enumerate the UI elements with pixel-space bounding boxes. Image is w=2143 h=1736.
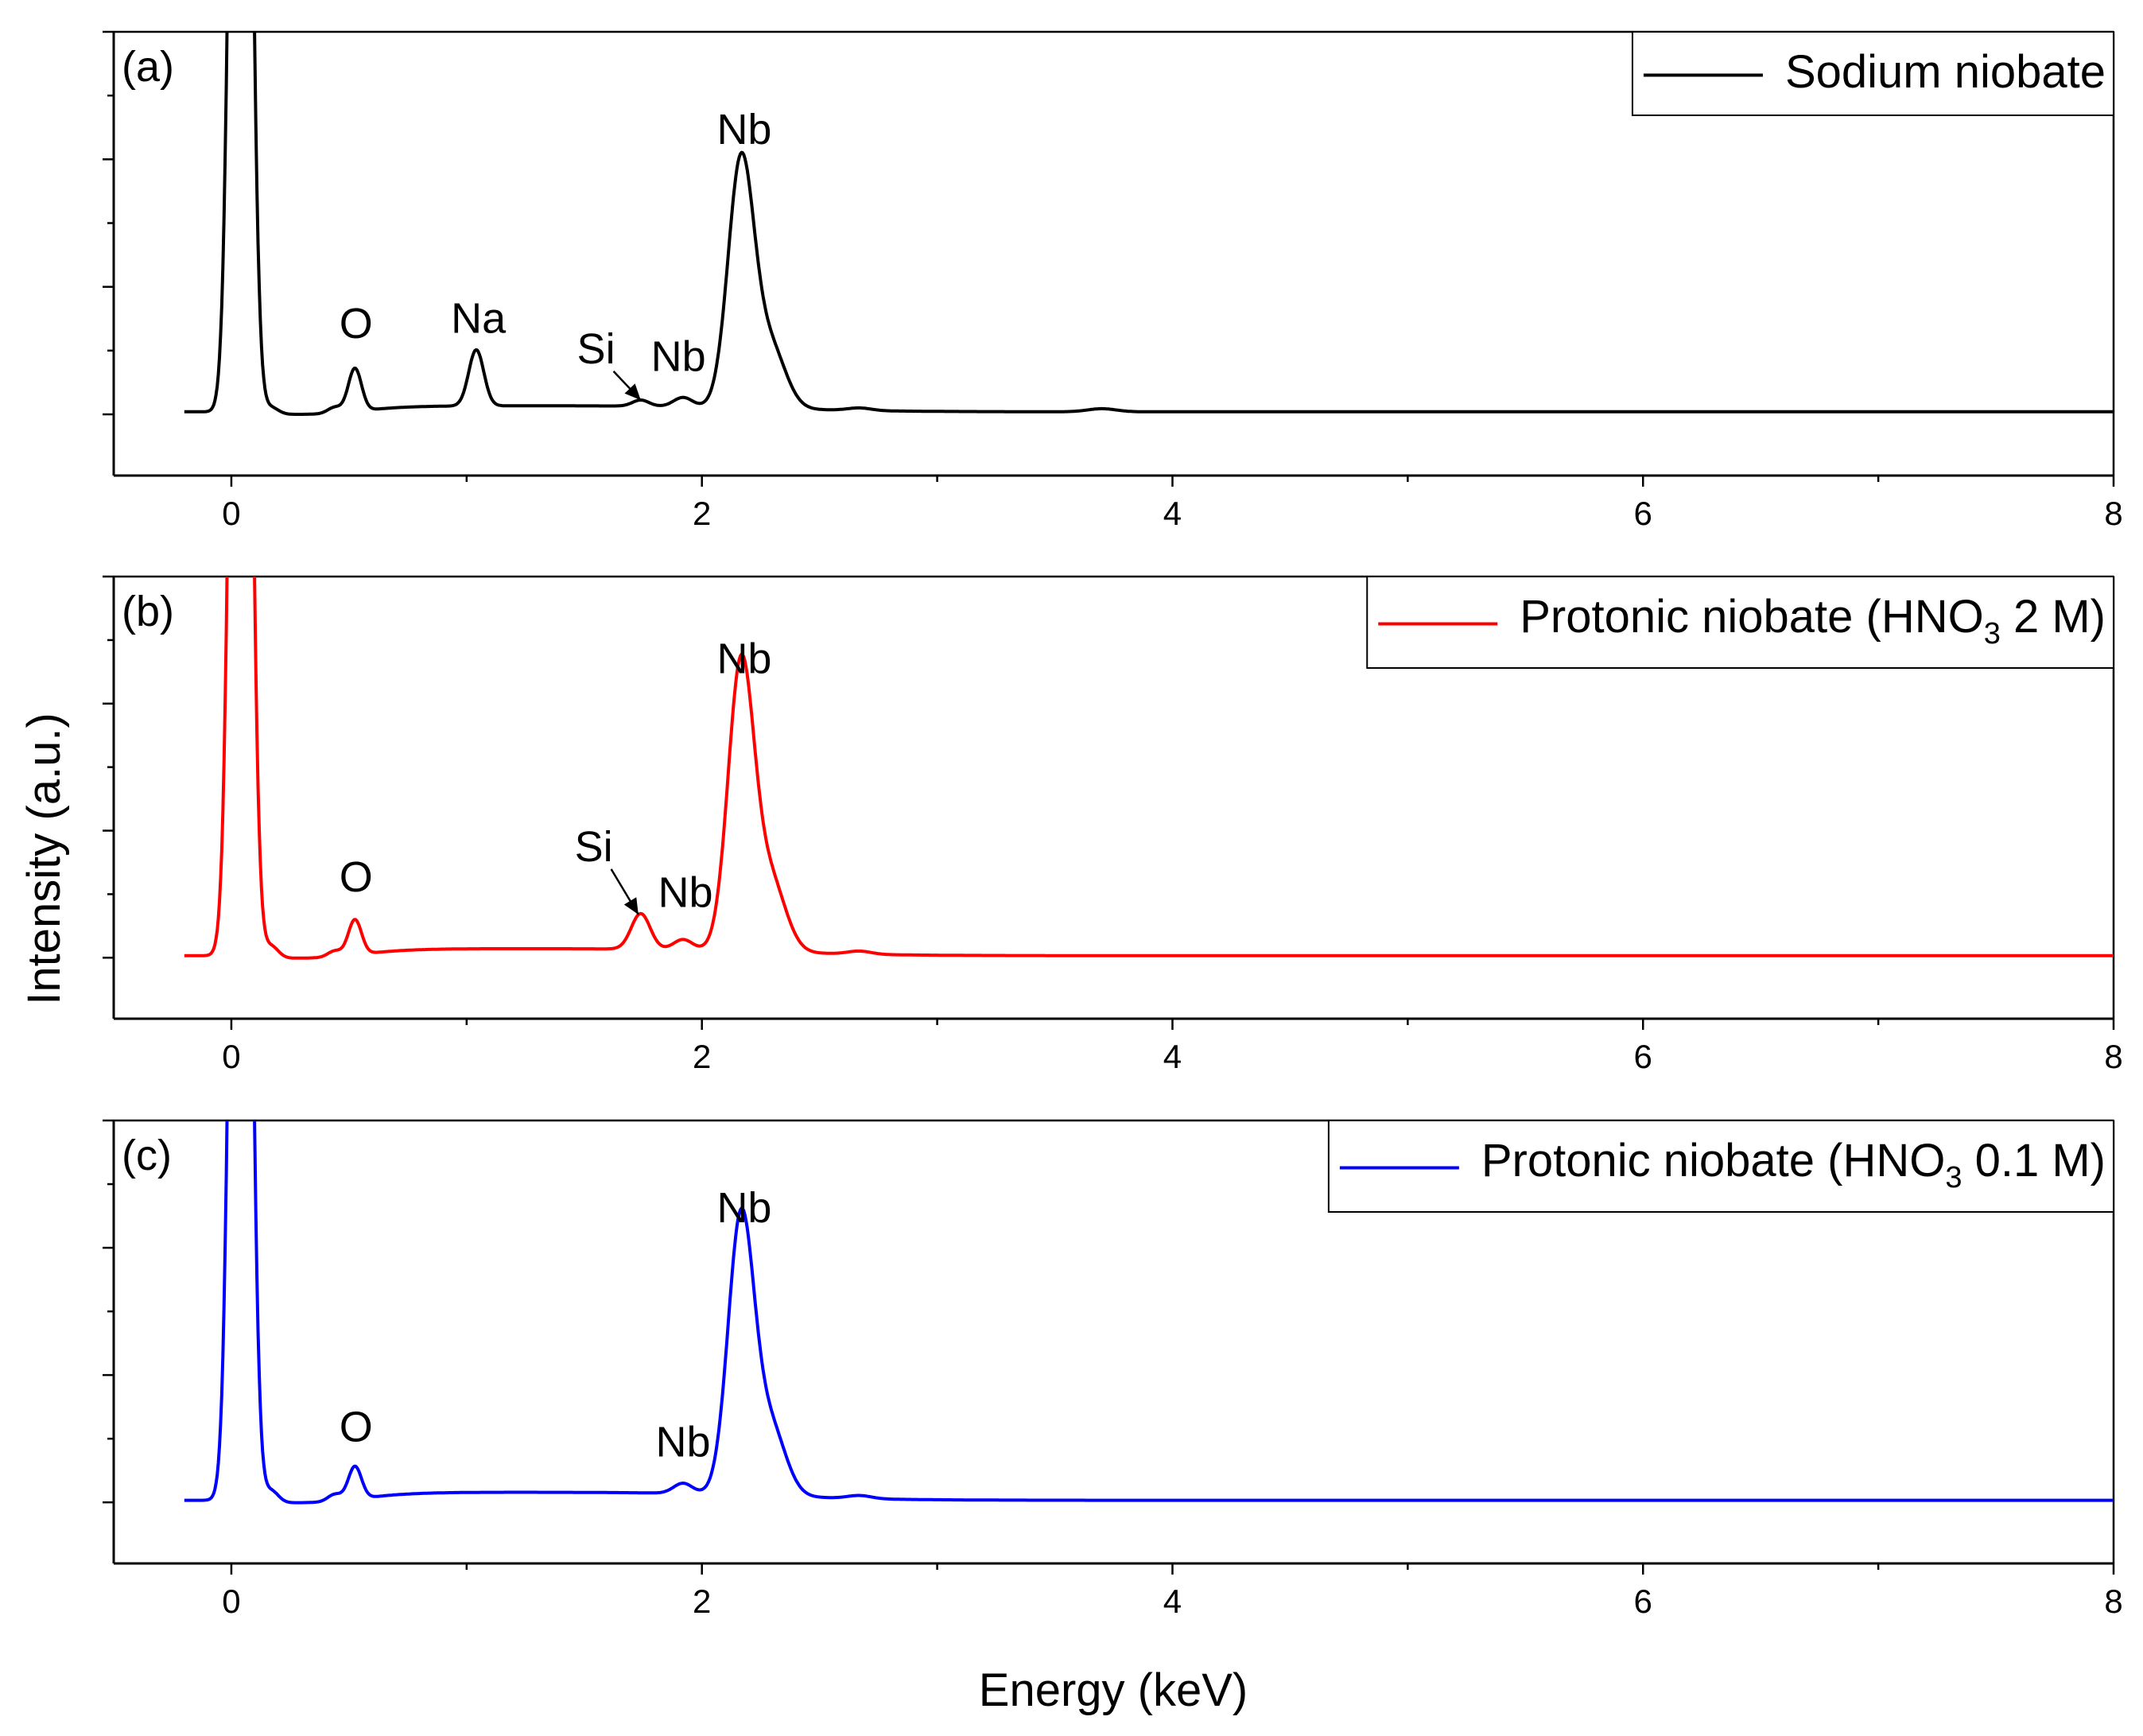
panel-c-peak-label-nb: Nb <box>656 1419 711 1466</box>
panel-a-peak-label-nb: Nb <box>716 106 771 153</box>
legend-label-main: Protonic niobate (HNO <box>1481 1135 1945 1186</box>
panel-b-x-tick-label: 4 <box>1163 1038 1182 1075</box>
panel-c-spectrum-line <box>184 1120 2114 1505</box>
panel-a-peak-label-nb: Nb <box>651 333 706 381</box>
panel-c-x-tick-label: 8 <box>2104 1583 2122 1620</box>
panel-b-tag: (b) <box>122 588 174 635</box>
panel-c-x-tick-label: 4 <box>1163 1583 1182 1620</box>
panel-c-legend-box <box>1327 1120 2114 1213</box>
panel-c-x-tick-label: 2 <box>693 1583 711 1620</box>
panel-b-x-tick-label: 6 <box>1634 1038 1652 1075</box>
panel-b-x-tick-label: 0 <box>222 1038 240 1075</box>
panel-b-peak-label-nb: Nb <box>658 868 712 916</box>
panel-c-peak-label-o: O <box>340 1403 373 1451</box>
panel-b: 0 2 4 6 8 (b) O Si Nb Nb Protonic niobate (HNO3 2 … <box>103 575 2123 1075</box>
panel-c-legend-label: Protonic niobate (HNO3 0.1 M) <box>1481 1135 2106 1194</box>
x-axis-title: Energy (keV) <box>979 1664 1248 1716</box>
panel-a-legend: Sodium niobate <box>1631 31 2114 116</box>
panel-c: 0 2 4 6 8 (c) O Nb Nb Protonic niobate (HNO3 0.1 … <box>103 1119 2123 1620</box>
panel-c-tag: (c) <box>122 1132 172 1179</box>
panel-a: 0 2 4 6 8 (a) O Na Si Nb Nb Sodium niobate <box>103 30 2123 532</box>
panel-c-peak-label-nb: Nb <box>716 1184 771 1232</box>
panel-a-x-tick-label: 4 <box>1163 495 1182 532</box>
panel-a-legend-label: Sodium niobate <box>1785 46 2106 98</box>
legend-label-tail: 2 M) <box>2001 591 2106 643</box>
panel-a-x-tick-label: 2 <box>693 495 711 532</box>
panel-a-peak-label-o: O <box>340 300 373 348</box>
panel-b-legend: Protonic niobate (HNO3 2 M) <box>1366 576 2114 669</box>
panel-a-x-tick-label: 8 <box>2104 495 2122 532</box>
legend-label-main: Sodium niobate <box>1785 46 2106 98</box>
panel-b-spectrum-line <box>184 577 2114 960</box>
panel-b-x-tick-label: 8 <box>2104 1038 2122 1075</box>
panel-a-x-tick-label: 0 <box>222 495 240 532</box>
panel-b-arrow-head <box>623 897 639 915</box>
panel-b-peak-label-nb: Nb <box>716 635 771 682</box>
panel-b-peak-label-o: O <box>340 853 373 901</box>
panel-a-tag: (a) <box>122 43 174 91</box>
panel-a-peak-label-na: Na <box>451 294 507 342</box>
panel-a-peak-label-si: Si <box>577 325 615 373</box>
legend-label-subscript: 3 <box>1984 617 2001 651</box>
legend-label-subscript: 3 <box>1945 1161 1962 1194</box>
panel-a-arrow-head <box>624 383 641 401</box>
panel-a-x-tick-label: 6 <box>1634 495 1652 532</box>
panel-c-x-tick-label: 0 <box>222 1583 240 1620</box>
panel-b-legend-label: Protonic niobate (HNO3 2 M) <box>1520 591 2106 651</box>
y-axis-title: Intensity (a.u.) <box>18 713 70 1004</box>
legend-label-tail: 0.1 M) <box>1962 1135 2106 1186</box>
panel-b-x-tick-label: 2 <box>693 1038 711 1075</box>
panel-c-x-tick-label: 6 <box>1634 1583 1652 1620</box>
panel-c-legend: Protonic niobate (HNO3 0.1 M) <box>1327 1120 2114 1213</box>
panels-layer: 0 2 4 6 8 (a) O Na Si Nb Nb Sodium niobate 0 2 4 6 8 (b) O… <box>103 30 2123 1620</box>
panel-b-peak-label-si: Si <box>575 823 613 871</box>
panel-a-spectrum-line <box>184 32 2114 416</box>
legend-label-main: Protonic niobate (HNO <box>1520 591 1983 643</box>
